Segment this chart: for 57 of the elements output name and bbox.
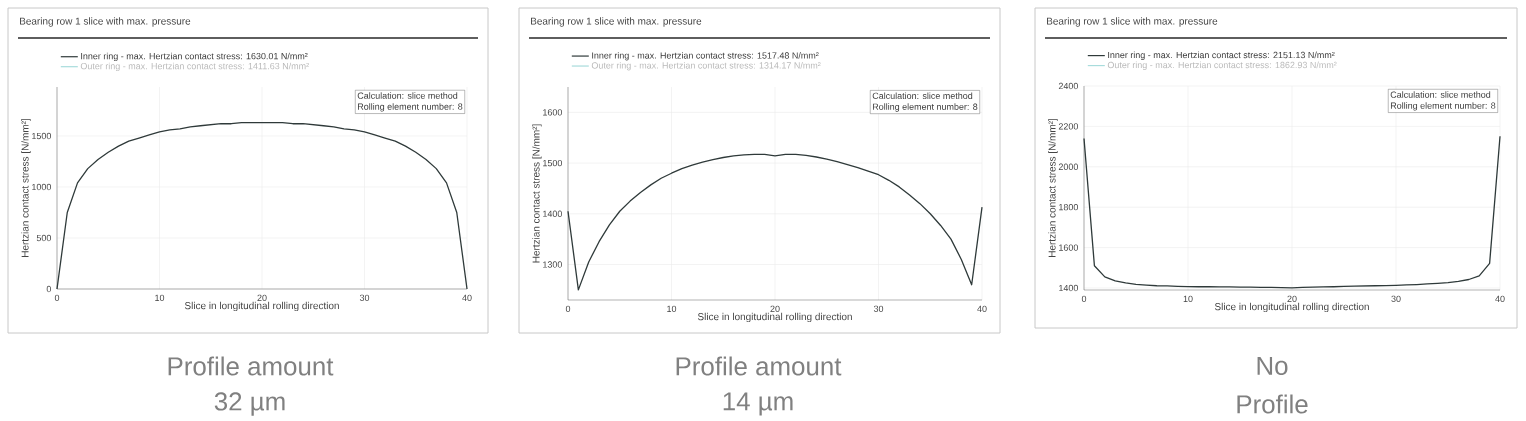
x-tick-label: 0 (1081, 295, 1087, 302)
text: 32 µm (214, 392, 285, 416)
x-tick-label: 40 (462, 294, 472, 301)
legend-label: Outer ring - max. Hertzian contact stress: 1314.17 N/mm² (591, 62, 821, 71)
y-tick-label: 1800 (1059, 204, 1079, 211)
y-tick-label: 2400 (1058, 82, 1079, 90)
x-tick-label: 0 (54, 294, 60, 301)
legend-label: Inner ring - max. Hertzian contact stress: 1630.01 N/mm² (81, 52, 308, 62)
x-axis-title: Slice in longitudinal rolling direction (184, 301, 339, 312)
y-tick-label: 1600 (543, 109, 563, 116)
annotation: Rolling element number: 8 (872, 103, 978, 112)
y-tick-label: 1500 (543, 159, 563, 167)
x-tick-label: 20 (1287, 295, 1297, 302)
legend-label: Outer ring - max. Hertzian contact stress: 1411.63 N/mm² (80, 62, 309, 72)
annotation: Rolling element number: 8 (358, 103, 463, 112)
annotation: Calculation: slice method (357, 92, 458, 99)
y-tick-label: 2000 (1058, 163, 1079, 170)
y-tick-label: 500 (36, 234, 52, 242)
y-tick-label: 1400 (1059, 284, 1079, 292)
text: Profile amount (168, 356, 334, 376)
chart-title: Bearing row 1 slice with max. pressure (1047, 17, 1218, 27)
text: No (1257, 356, 1288, 376)
x-tick-label: 10 (1183, 295, 1193, 302)
x-tick-label: 30 (359, 294, 370, 301)
line-series (567, 153, 983, 291)
x-axis-title: Slice in longitudinal rolling direction (1214, 302, 1369, 313)
x-tick-label: 20 (770, 305, 780, 312)
y-tick-label: 1500 (32, 132, 52, 140)
chart-title: Bearing row 1 slice with max. pressure (20, 17, 191, 27)
y-tick-label: 1400 (543, 210, 563, 217)
x-tick-label: 10 (667, 305, 677, 312)
x-tick-label: 40 (1495, 295, 1505, 302)
x-tick-label: 20 (257, 294, 267, 301)
y-tick-label: 1600 (1059, 244, 1079, 251)
y-tick-label: 0 (46, 285, 52, 293)
x-tick-label: 0 (565, 305, 571, 312)
annotation: Calculation: slice method (1390, 91, 1491, 98)
y-tick-label: 1000 (32, 183, 52, 191)
y-tick-label: 1300 (543, 261, 563, 268)
y-axis-title: Hertzian contact stress [N/mm²] (532, 124, 542, 263)
y-tick-label: 2200 (1058, 123, 1079, 130)
x-tick-label: 10 (155, 294, 165, 301)
x-tick-label: 40 (977, 305, 987, 312)
text: Profile (1237, 394, 1308, 414)
y-axis-title: Hertzian contact stress [N/mm²] (21, 118, 31, 257)
text: Profile amount (676, 356, 842, 376)
x-tick-label: 30 (1391, 295, 1401, 302)
text: 14 µm (723, 392, 793, 416)
annotation: Rolling element number: 8 (1390, 102, 1496, 111)
y-axis-title: Hertzian contact stress [N/mm²] (1048, 118, 1058, 257)
x-axis-title: Slice in longitudinal rolling direction (697, 312, 852, 323)
annotation: Calculation: slice method (872, 92, 973, 99)
legend-label: Inner ring - max. Hertzian contact stress: 2151.13 N/mm² (1108, 51, 1335, 60)
x-tick-label: 30 (873, 305, 884, 312)
legend-label: Inner ring - max. Hertzian contact stress: 1517.48 N/mm² (592, 52, 819, 61)
chart-title: Bearing row 1 slice with max. pressure (531, 17, 702, 27)
legend-label: Outer ring - max. Hertzian contact stress: 1862.93 N/mm² (1107, 61, 1337, 70)
